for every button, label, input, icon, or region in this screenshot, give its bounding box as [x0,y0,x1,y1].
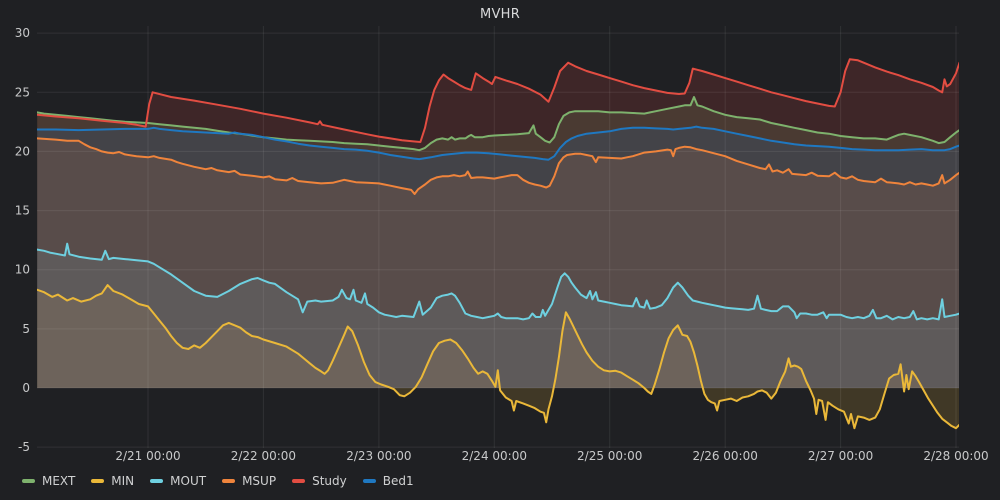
y-axis-tick-label: 5 [22,322,30,336]
series-fills [37,59,959,429]
legend-item-MIN[interactable]: MIN [91,475,134,487]
legend-color-chip [222,479,236,483]
series-fill-MSUP [37,138,959,388]
series-fill-MIN [37,285,959,429]
series-fill-MEXT [37,97,959,388]
y-axis-tick-label: -5 [18,440,30,454]
series-line-MIN [37,284,959,430]
legend-label: MIN [111,474,135,488]
y-axis-tick-label: 30 [15,26,30,40]
x-axis-tick-label: 2/24 00:00 [462,449,527,463]
x-axis-labels: 2/21 00:00 2/22 00:00 2/23 00:00 2/24 00:00… [115,449,988,463]
y-axis-tick-label: 20 [15,144,30,158]
legend-label: Study [312,474,347,488]
legend-color-chip [362,479,376,483]
series-lines [37,58,959,430]
series-fill-Study [37,59,959,388]
y-axis-labels: 30 25 20 15 10 5 0 -5 [15,26,30,454]
panel-title[interactable]: MVHR [479,7,521,22]
legend-color-chip [22,479,35,483]
x-axis-tick-label: 2/25 00:00 [577,449,642,463]
legend-item-MSUP[interactable]: MSUP [222,475,276,487]
series-fill-Bed1 [37,126,959,388]
series-line-Study [37,58,959,143]
legend-color-chip [91,479,105,483]
legend-item-Bed1[interactable]: Bed1 [362,474,414,488]
x-axis-tick-label: 2/27 00:00 [808,449,873,463]
x-axis-tick-label: 2/28 00:00 [923,449,988,463]
grid-lines [37,26,959,448]
series-line-Bed1 [37,125,959,161]
legend-color-chip [292,479,306,483]
x-axis-tick-label: 2/21 00:00 [115,449,180,463]
legend-item-Study[interactable]: Study [292,475,347,487]
y-axis-tick-label: 0 [22,381,30,395]
y-axis-tick-label: 10 [15,263,30,277]
legend-color-chip [150,479,164,483]
x-axis-tick-label: 2/23 00:00 [346,449,411,463]
legend-label: MEXT [42,474,76,488]
legend-label: Bed1 [382,474,414,488]
series-line-MOUT [37,242,959,321]
legend-item-MEXT[interactable]: MEXT [22,475,75,487]
x-axis-tick-label: 2/22 00:00 [231,449,296,463]
series-fill-MOUT [37,243,959,388]
y-axis-tick-label: 25 [15,85,30,99]
legend-label: MOUT [170,474,207,488]
legend: MEXT MIN MOUT MSUP Study Bed1 [22,475,414,487]
legend-item-MOUT[interactable]: MOUT [150,475,206,487]
series-line-MSUP [37,137,959,195]
x-axis-tick-label: 2/26 00:00 [693,449,758,463]
legend-label: MSUP [242,474,277,488]
y-axis-tick-label: 15 [15,204,30,218]
